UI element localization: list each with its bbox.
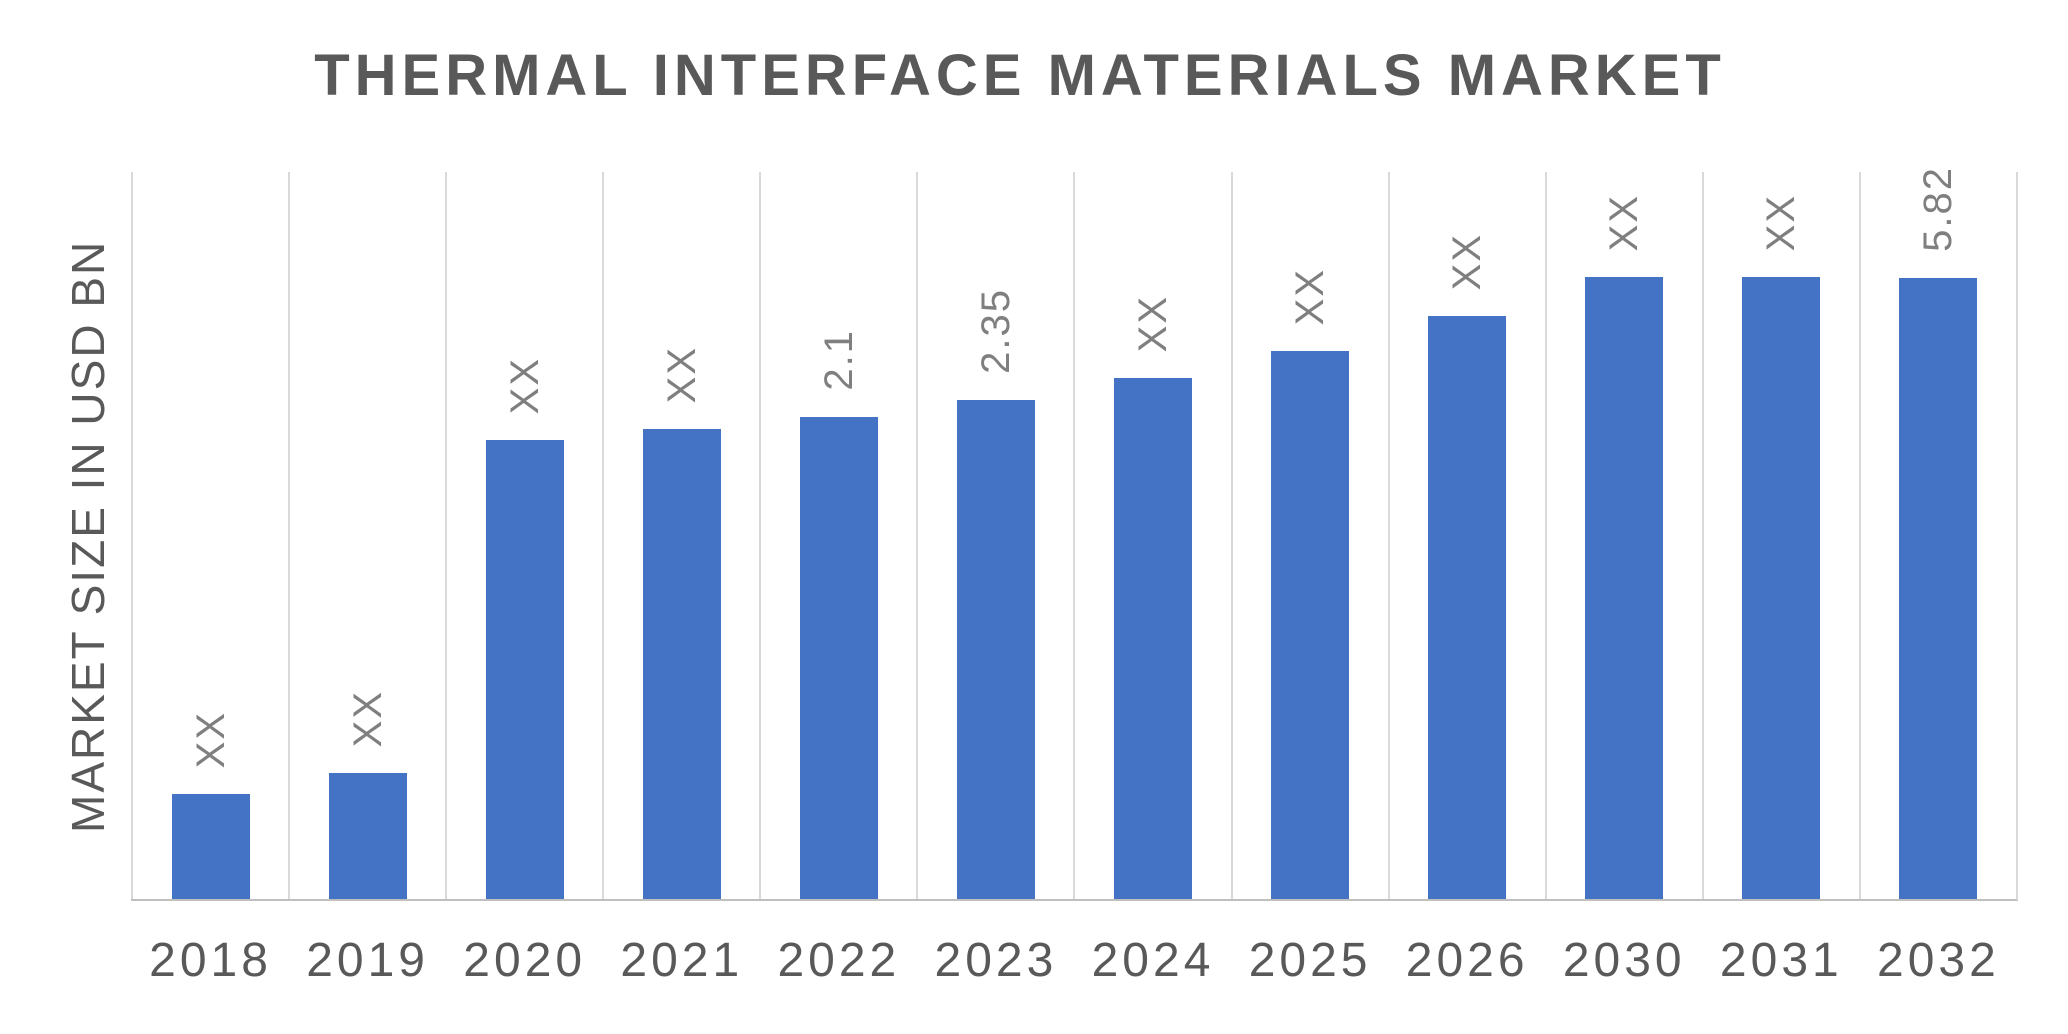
bar-2020 — [485, 440, 564, 899]
x-tick-2025: 2025 — [1248, 934, 1372, 987]
x-tick-2024: 2024 — [1091, 934, 1215, 987]
data-label-2020: XX — [502, 356, 547, 414]
bar-2026 — [1428, 316, 1507, 899]
x-tick-2020: 2020 — [463, 934, 587, 987]
x-tick-2030: 2030 — [1562, 934, 1686, 987]
x-tick-2032: 2032 — [1877, 934, 2000, 987]
category-slot-2019: XX 2019 — [288, 172, 445, 987]
category-slot-2032: 5.82 2032 — [1858, 166, 2016, 987]
data-label-2031: XX — [1759, 193, 1804, 251]
category-slot-2021: XX 2021 — [602, 172, 759, 987]
bar-2030 — [1585, 277, 1664, 899]
data-label-2026: XX — [1445, 232, 1490, 290]
category-slot-2020: XX 2020 — [445, 172, 602, 987]
category-slot-2018: XX 2018 — [131, 172, 288, 987]
data-label-2021: XX — [659, 345, 704, 403]
bar-2024 — [1114, 378, 1192, 899]
data-label-2019: XX — [345, 689, 390, 747]
bar-2023 — [956, 400, 1035, 899]
bar-2031 — [1742, 277, 1821, 899]
bar-2025 — [1271, 351, 1350, 899]
x-tick-2022: 2022 — [777, 934, 901, 987]
data-label-2023: 2.35 — [973, 288, 1018, 374]
category-slot-2023: 2.35 2023 — [916, 172, 1073, 987]
bar-2019 — [328, 773, 407, 899]
bar-2032 — [1899, 278, 1978, 899]
data-label-2022: 2.1 — [816, 329, 861, 391]
data-label-2024: XX — [1131, 294, 1175, 352]
plot-area: XX 2018 XX 2019 XX 2020 XX 2021 2.1 2022… — [131, 166, 2018, 987]
category-slot-2030: XX 2030 — [1544, 172, 1702, 987]
x-tick-2019: 2019 — [306, 934, 429, 987]
data-label-2030: XX — [1602, 193, 1647, 251]
x-tick-2023: 2023 — [934, 934, 1058, 987]
category-slot-2025: XX 2025 — [1230, 172, 1388, 987]
data-label-2032: 5.82 — [1916, 166, 1961, 252]
y-axis-title: MARKET SIZE IN USD BN — [62, 239, 114, 834]
category-slot-2024: XX 2024 — [1073, 172, 1230, 987]
category-slot-2031: XX 2031 — [1701, 172, 1859, 987]
chart-title: THERMAL INTERFACE MATERIALS MARKET — [314, 43, 1726, 108]
x-tick-2018: 2018 — [149, 934, 272, 987]
bar-2022 — [799, 417, 878, 899]
category-slot-2026: XX 2026 — [1387, 172, 1545, 987]
category-slot-2022: 2.1 2022 — [759, 172, 916, 987]
x-tick-2026: 2026 — [1405, 934, 1529, 987]
x-tick-2021: 2021 — [620, 934, 744, 987]
bar-2021 — [642, 429, 721, 899]
data-label-2025: XX — [1288, 267, 1333, 325]
bar-2018 — [171, 794, 250, 899]
data-label-2018: XX — [188, 710, 233, 768]
x-tick-2031: 2031 — [1719, 934, 1843, 987]
